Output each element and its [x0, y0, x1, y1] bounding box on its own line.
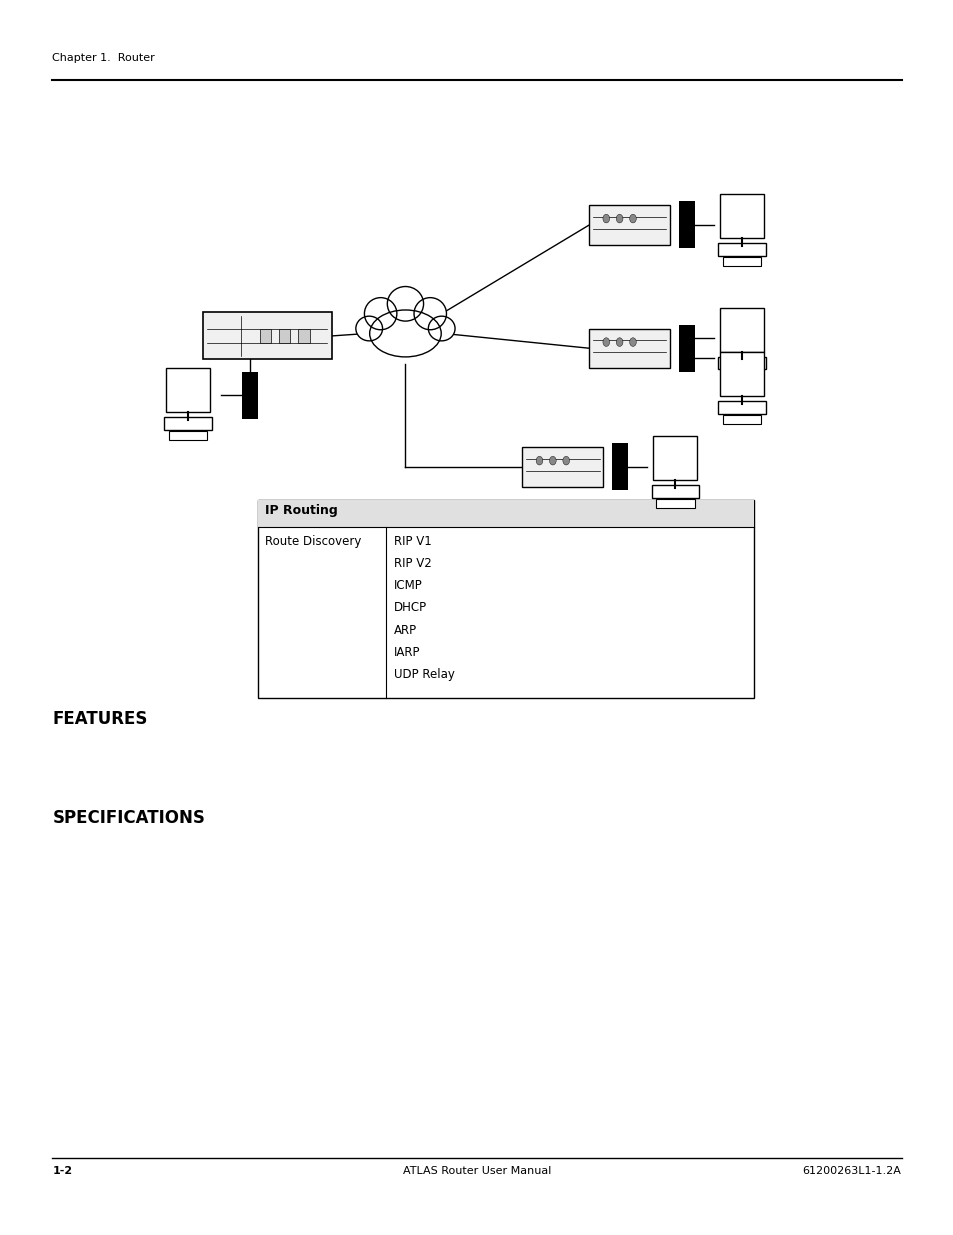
FancyBboxPatch shape — [259, 329, 272, 343]
Text: Figure 1-2.  Internal Routers: Figure 1-2. Internal Routers — [365, 634, 588, 647]
Text: ATLAS Router User Manual: ATLAS Router User Manual — [402, 1166, 551, 1176]
FancyBboxPatch shape — [164, 417, 212, 430]
Ellipse shape — [369, 310, 440, 357]
Ellipse shape — [414, 298, 446, 330]
FancyBboxPatch shape — [522, 447, 602, 487]
FancyBboxPatch shape — [718, 243, 765, 256]
Ellipse shape — [355, 316, 382, 341]
Text: UDP Relay: UDP Relay — [394, 668, 455, 682]
FancyBboxPatch shape — [166, 368, 210, 412]
Text: ARP: ARP — [394, 624, 416, 637]
Ellipse shape — [387, 287, 423, 321]
FancyBboxPatch shape — [718, 401, 765, 414]
Text: IP Routing: IP Routing — [265, 504, 337, 517]
FancyBboxPatch shape — [297, 329, 309, 343]
Ellipse shape — [629, 215, 636, 224]
FancyBboxPatch shape — [202, 312, 332, 359]
FancyBboxPatch shape — [722, 415, 760, 424]
FancyBboxPatch shape — [722, 370, 760, 379]
Text: FEATURES: FEATURES — [52, 710, 148, 729]
Text: Chapter 1.  Router: Chapter 1. Router — [52, 53, 155, 63]
FancyBboxPatch shape — [720, 352, 763, 396]
Text: 1-2: 1-2 — [52, 1166, 72, 1176]
Text: IARP: IARP — [394, 646, 420, 659]
FancyBboxPatch shape — [679, 325, 694, 372]
Ellipse shape — [562, 457, 569, 464]
FancyBboxPatch shape — [720, 308, 763, 352]
FancyBboxPatch shape — [653, 436, 697, 480]
Text: Route Discovery: Route Discovery — [265, 535, 361, 548]
FancyBboxPatch shape — [612, 443, 627, 490]
FancyBboxPatch shape — [279, 329, 290, 343]
Ellipse shape — [602, 215, 609, 224]
FancyBboxPatch shape — [257, 500, 753, 698]
Text: DHCP: DHCP — [394, 601, 427, 615]
FancyBboxPatch shape — [589, 329, 669, 368]
Ellipse shape — [364, 298, 396, 330]
FancyBboxPatch shape — [257, 500, 753, 527]
FancyBboxPatch shape — [722, 257, 760, 266]
FancyBboxPatch shape — [589, 205, 669, 245]
FancyBboxPatch shape — [169, 431, 207, 440]
Ellipse shape — [616, 215, 622, 224]
Text: RIP V2: RIP V2 — [394, 557, 432, 571]
Ellipse shape — [549, 457, 556, 464]
FancyBboxPatch shape — [718, 357, 765, 369]
FancyBboxPatch shape — [720, 194, 763, 238]
Ellipse shape — [616, 338, 622, 347]
Ellipse shape — [602, 338, 609, 347]
Text: 61200263L1-1.2A: 61200263L1-1.2A — [801, 1166, 901, 1176]
FancyBboxPatch shape — [651, 485, 699, 498]
FancyBboxPatch shape — [242, 372, 257, 419]
FancyBboxPatch shape — [656, 499, 694, 508]
Text: ICMP: ICMP — [394, 579, 422, 593]
Text: RIP V1: RIP V1 — [394, 535, 432, 548]
Ellipse shape — [629, 338, 636, 347]
Ellipse shape — [536, 457, 542, 464]
Text: SPECIFICATIONS: SPECIFICATIONS — [52, 809, 205, 827]
FancyBboxPatch shape — [679, 201, 694, 248]
Ellipse shape — [428, 316, 455, 341]
